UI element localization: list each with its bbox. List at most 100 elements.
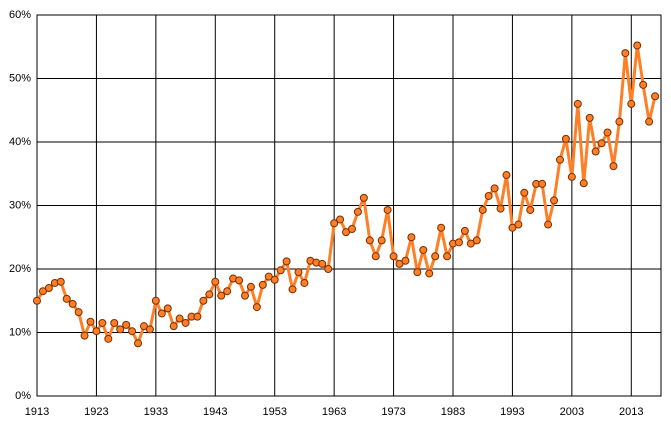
data-point — [567, 172, 576, 181]
data-point — [460, 226, 469, 235]
data-point — [443, 252, 452, 261]
data-point — [484, 191, 493, 200]
data-point — [347, 224, 356, 233]
data-point — [544, 220, 553, 229]
data-point — [86, 317, 95, 326]
data-point — [252, 303, 261, 312]
data-point — [413, 268, 422, 277]
y-tick-label: 60% — [9, 9, 31, 21]
data-point — [181, 318, 190, 327]
data-point — [110, 318, 119, 327]
data-point — [353, 207, 362, 216]
data-point — [264, 272, 273, 281]
data-point — [33, 296, 41, 305]
data-point — [122, 320, 131, 329]
data-point — [538, 179, 547, 188]
data-point — [389, 252, 398, 261]
data-point — [496, 204, 505, 213]
data-point — [38, 287, 47, 296]
data-point — [175, 314, 184, 323]
data-point — [550, 196, 559, 205]
x-tick-label: 1913 — [25, 406, 49, 418]
data-point — [330, 219, 339, 228]
data-point — [609, 162, 618, 171]
data-point — [615, 117, 624, 126]
data-point — [294, 268, 303, 277]
data-point — [169, 322, 178, 331]
data-point — [342, 228, 351, 237]
data-point — [157, 309, 166, 318]
data-point — [383, 205, 392, 214]
x-tick-label: 2013 — [619, 406, 643, 418]
data-point — [437, 223, 446, 232]
series-line — [35, 43, 657, 345]
data-point — [377, 236, 386, 245]
data-point — [211, 277, 220, 286]
data-point — [139, 322, 148, 331]
data-point — [92, 327, 101, 336]
data-point — [205, 290, 214, 299]
data-point — [579, 179, 588, 188]
data-point — [104, 334, 113, 343]
data-point — [258, 280, 267, 289]
data-point — [573, 99, 582, 108]
data-point — [241, 291, 249, 300]
data-point — [425, 269, 434, 278]
x-tick-label: 1923 — [84, 406, 108, 418]
data-point — [128, 327, 137, 336]
data-point — [514, 220, 523, 229]
data-point — [62, 294, 71, 303]
data-point — [466, 239, 475, 248]
data-point — [98, 318, 107, 327]
data-point — [223, 287, 232, 296]
data-point — [401, 256, 410, 265]
x-tick-label: 1963 — [322, 406, 346, 418]
data-point — [395, 259, 404, 268]
data-point — [526, 205, 535, 214]
y-tick-label: 10% — [9, 326, 31, 338]
y-tick-label: 40% — [9, 136, 31, 148]
data-point — [472, 236, 481, 245]
data-point — [276, 266, 285, 275]
data-point — [359, 193, 368, 202]
data-point — [74, 308, 83, 317]
data-point — [145, 325, 154, 334]
data-point — [478, 205, 487, 214]
data-point — [235, 276, 244, 285]
data-point — [651, 92, 660, 101]
data-point — [44, 284, 53, 293]
data-point — [603, 128, 612, 137]
y-tick-label: 0% — [15, 390, 31, 402]
x-tick-label: 1993 — [500, 406, 524, 418]
x-tick-label: 2003 — [560, 406, 584, 418]
data-point — [591, 147, 600, 156]
data-point — [597, 139, 606, 148]
data-point — [134, 339, 143, 348]
data-point — [324, 265, 333, 273]
y-tick-label: 20% — [9, 263, 31, 275]
x-tick-label: 1943 — [203, 406, 227, 418]
data-point — [639, 80, 648, 89]
data-point — [68, 299, 77, 308]
x-tick-label: 1973 — [381, 406, 405, 418]
data-point — [116, 325, 125, 334]
data-point — [627, 99, 636, 108]
data-point — [490, 184, 499, 193]
data-point — [502, 171, 511, 180]
data-point — [431, 252, 440, 261]
data-point — [193, 312, 202, 321]
data-point — [508, 223, 517, 232]
data-point — [585, 113, 594, 122]
x-tick-label: 1933 — [144, 406, 168, 418]
y-tick-label: 30% — [9, 199, 31, 211]
data-point — [645, 117, 654, 126]
data-point — [270, 275, 279, 284]
data-point — [365, 236, 374, 245]
data-point — [419, 245, 428, 254]
data-point — [163, 304, 172, 313]
data-point — [561, 134, 570, 143]
data-point — [454, 238, 463, 247]
data-point — [282, 257, 291, 266]
data-point — [217, 291, 226, 300]
